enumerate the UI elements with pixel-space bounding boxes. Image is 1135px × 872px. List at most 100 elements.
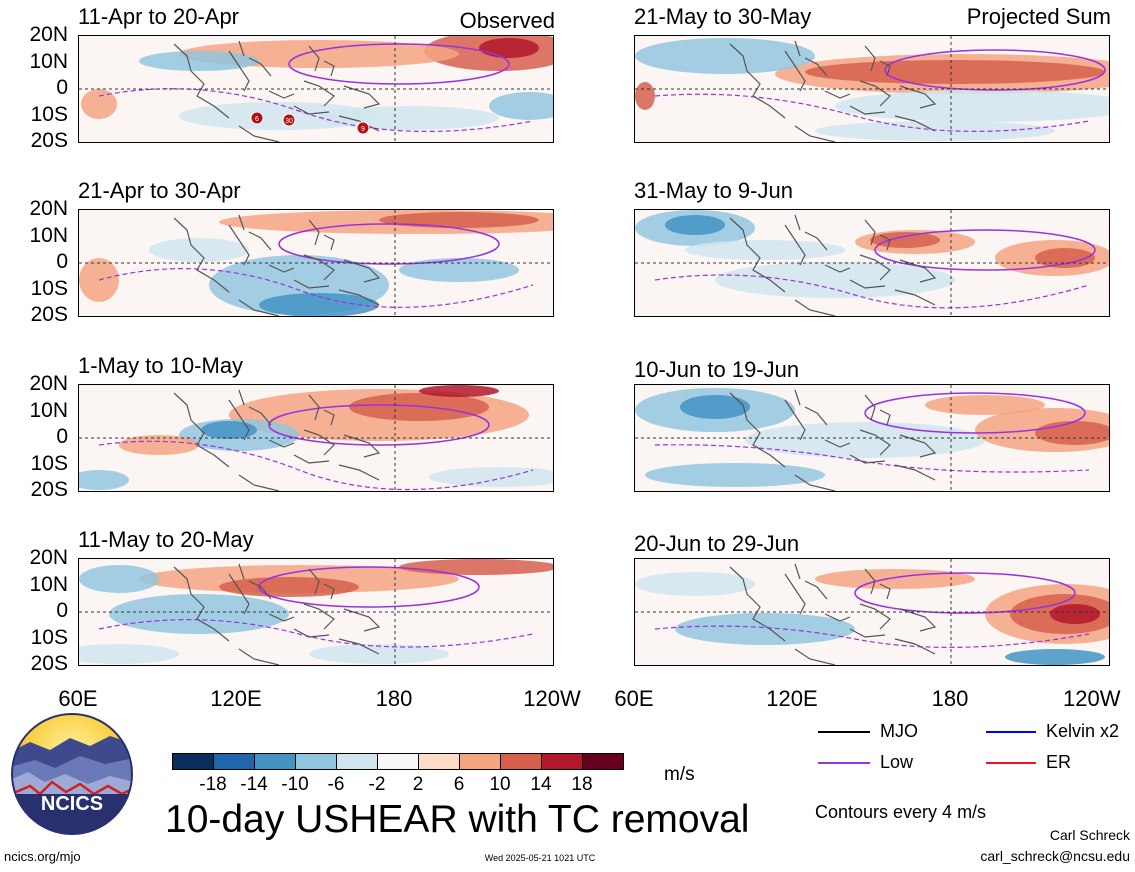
panel-title-1: 11-Apr to 20-Apr bbox=[78, 4, 240, 29]
low-contour bbox=[884, 49, 1106, 91]
main-title: 10-day USHEAR with TC removal bbox=[165, 798, 750, 841]
map-plot bbox=[635, 559, 1109, 665]
map-panel-3 bbox=[78, 384, 554, 492]
shear-anomaly-area bbox=[399, 559, 553, 575]
x-tick-60e-right: 60E bbox=[614, 686, 654, 711]
map-panel-8 bbox=[634, 558, 1110, 666]
y-tick-label: 10S bbox=[30, 625, 68, 649]
shear-anomaly-area bbox=[379, 212, 539, 228]
low-contour bbox=[288, 43, 510, 85]
shear-anomaly-area bbox=[645, 463, 825, 487]
coastline bbox=[729, 214, 937, 316]
colorbar-swatch bbox=[582, 753, 624, 770]
shear-anomaly-area bbox=[419, 385, 499, 397]
coastline bbox=[729, 563, 937, 665]
low-contour bbox=[854, 572, 1076, 614]
legend-kelvin-swatch bbox=[986, 731, 1036, 733]
y-tick-label: 20N bbox=[29, 23, 68, 46]
y-tick-label: 0 bbox=[56, 425, 68, 448]
tc-marker: 30 bbox=[282, 113, 296, 127]
y-tick-label: 20N bbox=[29, 197, 68, 220]
shear-anomaly-area bbox=[119, 435, 199, 455]
coastline bbox=[173, 40, 381, 142]
colorbar-label: -6 bbox=[327, 774, 345, 795]
y-tick-label: 20S bbox=[30, 652, 68, 675]
legend-kelvin-label: Kelvin x2 bbox=[1046, 721, 1120, 741]
x-tick-60e-left: 60E bbox=[58, 686, 98, 711]
y-tick-label: 10N bbox=[29, 398, 68, 422]
shear-anomaly-area bbox=[805, 60, 1105, 84]
shear-anomaly-area bbox=[479, 38, 539, 58]
shear-anomaly-area bbox=[635, 82, 655, 110]
logo-text: NCICS bbox=[41, 793, 103, 815]
map-plot bbox=[79, 385, 553, 491]
panel-title-5: 21-May to 30-May bbox=[634, 4, 812, 29]
map-plot: 6 30 9 bbox=[79, 36, 553, 142]
shear-anomaly-area bbox=[201, 421, 257, 439]
colorbar-units: m/s bbox=[664, 764, 695, 785]
colorbar-swatch bbox=[254, 753, 296, 770]
shear-anomaly-area bbox=[1005, 649, 1105, 665]
author-email: carl_schreck@ncsu.edu bbox=[980, 848, 1130, 864]
y-tick-label: 10S bbox=[30, 102, 68, 126]
colorbar-swatch bbox=[172, 753, 214, 770]
colorbar-swatch bbox=[213, 753, 255, 770]
colorbar-swatch bbox=[418, 753, 460, 770]
colorbar-label: -2 bbox=[368, 774, 386, 795]
shear-anomaly-area bbox=[109, 594, 289, 634]
colorbar-swatch bbox=[336, 753, 378, 770]
x-tick-120w-right: 120W bbox=[1063, 688, 1121, 710]
map-plot bbox=[635, 36, 1109, 142]
map-plot bbox=[635, 210, 1109, 316]
shear-anomaly-area bbox=[675, 613, 855, 645]
tc-marker-label: 6 bbox=[255, 116, 259, 123]
contour-note: Contours every 4 m/s bbox=[815, 802, 987, 822]
legend-low-label: Low bbox=[880, 752, 914, 772]
tc-marker: 9 bbox=[356, 121, 370, 135]
y-tick-label: 0 bbox=[56, 76, 68, 99]
shear-anomaly-area bbox=[870, 232, 940, 248]
map-panel-2 bbox=[78, 209, 554, 317]
colorbar-swatch bbox=[295, 753, 337, 770]
colorbar-swatch bbox=[377, 753, 419, 770]
shear-anomaly-area bbox=[925, 395, 1045, 415]
shear-anomaly-area bbox=[399, 258, 519, 282]
observed-label: Observed bbox=[459, 8, 555, 33]
website-link[interactable]: ncics.org/mjo bbox=[4, 849, 81, 864]
low-contour bbox=[278, 223, 500, 265]
shear-anomaly-area bbox=[79, 644, 179, 664]
y-tick-label: 20S bbox=[30, 478, 68, 501]
panel-title-7: 10-Jun to 19-Jun bbox=[634, 357, 800, 382]
shear-anomaly-area bbox=[79, 470, 129, 490]
legend-mjo-swatch bbox=[818, 731, 870, 733]
low-contour bbox=[258, 566, 480, 608]
x-tick-120e-left: 120E bbox=[210, 686, 262, 711]
y-tick-label: 10N bbox=[29, 572, 68, 596]
shear-anomaly-area bbox=[259, 293, 379, 316]
y-tick-label: 10S bbox=[30, 276, 68, 300]
colorbar-label: 14 bbox=[530, 774, 552, 795]
panel-title-4: 11-May to 20-May bbox=[78, 527, 254, 552]
low-contour bbox=[864, 392, 1086, 434]
colorbar-swatch bbox=[500, 753, 542, 770]
colorbar-label: 2 bbox=[412, 774, 424, 795]
shear-anomaly-area bbox=[665, 215, 725, 235]
tc-marker: 6 bbox=[250, 111, 264, 125]
colorbar-label: -18 bbox=[199, 774, 227, 795]
low-contour-negative bbox=[98, 440, 534, 491]
x-tick-120w-left: 120W bbox=[523, 686, 581, 711]
shear-anomaly-area bbox=[745, 422, 985, 458]
coastline bbox=[173, 389, 381, 491]
x-tick-180-left: 180 bbox=[375, 686, 413, 711]
low-contour bbox=[268, 404, 490, 446]
y-tick-label: 20S bbox=[30, 303, 68, 326]
shear-anomaly-area bbox=[149, 238, 249, 262]
colorbar-label: -10 bbox=[281, 774, 309, 795]
shear-anomaly-area bbox=[219, 577, 359, 597]
colorbar-label: 10 bbox=[489, 774, 511, 795]
shear-anomaly-area bbox=[81, 89, 117, 119]
low-contour-negative bbox=[654, 93, 1090, 132]
low-contour-negative bbox=[654, 274, 1090, 309]
shear-anomaly-area bbox=[79, 565, 159, 593]
timestamp: Wed 2025-05-21 1021 UTC bbox=[484, 853, 596, 863]
